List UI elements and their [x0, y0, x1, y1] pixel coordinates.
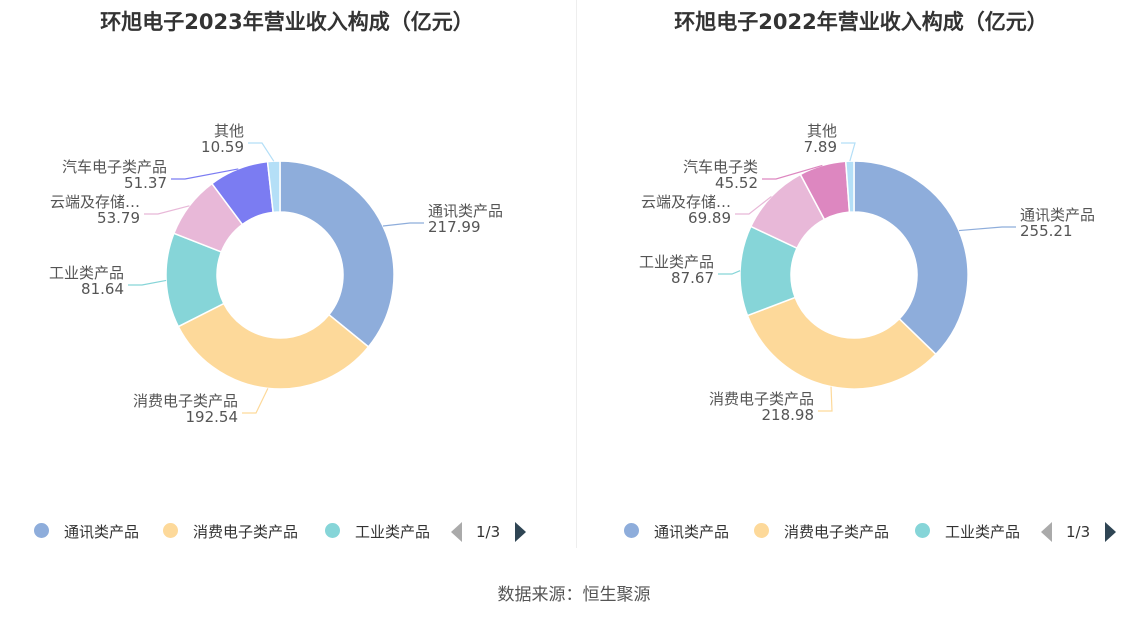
slice-name-label: 工业类产品: [639, 253, 714, 271]
chart-title: 环旭电子2022年营业收入构成（亿元）: [674, 10, 1048, 34]
slice-value-label: 255.21: [1020, 222, 1073, 240]
slice-name-label: 其他: [214, 122, 244, 140]
slice-value-label: 87.67: [671, 269, 714, 287]
slice-value-label: 192.54: [186, 408, 239, 426]
panel-divider: [576, 0, 577, 548]
slice-value-label: 217.99: [428, 218, 481, 236]
label-leader-line: [818, 386, 833, 412]
chart-panel-2023: 环旭电子2023年营业收入构成（亿元） 通讯类产品 217.99 消费电子类产品 19…: [0, 0, 574, 560]
label-leader-line: [144, 205, 190, 215]
legend-item[interactable]: 通讯类产品: [34, 520, 139, 544]
legend-item[interactable]: 工业类产品: [325, 520, 430, 544]
donut-slice[interactable]: [177, 302, 370, 390]
label-leader-line: [248, 142, 275, 162]
slice-name-label: 消费电子类产品: [709, 390, 814, 408]
label-leader-line: [762, 164, 823, 180]
label-leader-line: [242, 388, 269, 414]
legend-page-indicator: 1/3: [476, 523, 501, 541]
legend-label: 工业类产品: [355, 523, 431, 541]
slice-value-label: 218.98: [762, 406, 815, 424]
slice-value-label: 51.37: [124, 174, 167, 192]
chart-panel-2022: 环旭电子2022年营业收入构成（亿元） 通讯类产品 255.21 消费电子类产品 21…: [574, 0, 1148, 560]
slice-value-label: 53.79: [97, 209, 140, 227]
legend-prev-arrow-icon[interactable]: [451, 522, 462, 542]
slice-value-label: 45.52: [715, 174, 758, 192]
label-leader-line: [382, 222, 424, 227]
legend-item[interactable]: 消费电子类产品: [754, 520, 889, 544]
label-leader-line: [735, 195, 772, 215]
slice-value-label: 10.59: [201, 138, 244, 156]
donut-slice[interactable]: [844, 160, 855, 213]
donut-slice[interactable]: [746, 296, 937, 390]
legend-marker: [754, 523, 769, 538]
legend-marker: [624, 523, 639, 538]
slice-name-label: 汽车电子类产品: [62, 158, 167, 176]
label-leader-line: [718, 270, 741, 275]
chart-title: 环旭电子2023年营业收入构成（亿元）: [100, 10, 474, 34]
legend-label: 通讯类产品: [64, 523, 140, 541]
legend-label: 消费电子类产品: [193, 523, 299, 541]
label-leader-line: [171, 168, 239, 180]
slice-name-label: 通讯类产品: [428, 202, 503, 220]
legend-next-arrow-icon[interactable]: [1105, 522, 1116, 542]
donut-slice[interactable]: [853, 160, 969, 356]
legend-label: 工业类产品: [945, 523, 1021, 541]
slice-name-label: 消费电子类产品: [133, 392, 238, 410]
donut-slice[interactable]: [279, 160, 395, 348]
legend-item[interactable]: 工业类产品: [915, 520, 1020, 544]
legend-item[interactable]: 通讯类产品: [624, 520, 729, 544]
slice-name-label: 其他: [807, 122, 837, 140]
legend-item[interactable]: 消费电子类产品: [163, 520, 298, 544]
slice-name-label: 云端及存储…: [641, 193, 731, 211]
legend-next-arrow-icon[interactable]: [515, 522, 526, 542]
label-leader-line: [958, 226, 1016, 232]
chart-legend: 通讯类产品 消费电子类产品 工业类产品 1/3: [0, 520, 574, 544]
slice-name-label: 汽车电子类: [683, 158, 758, 176]
legend-marker: [34, 523, 49, 538]
legend-label: 通讯类产品: [654, 523, 730, 541]
legend-page-indicator: 1/3: [1066, 523, 1091, 541]
legend-marker: [163, 523, 178, 538]
chart-legend: 通讯类产品 消费电子类产品 工业类产品 1/3: [574, 520, 1148, 544]
legend-marker: [915, 523, 930, 538]
slice-name-label: 工业类产品: [49, 264, 124, 282]
legend-label: 消费电子类产品: [784, 523, 890, 541]
label-leader-line: [841, 142, 856, 162]
donut-slice[interactable]: [266, 160, 281, 214]
slice-name-label: 云端及存储…: [50, 193, 140, 211]
slice-value-label: 69.89: [688, 209, 731, 227]
slice-value-label: 81.64: [81, 280, 124, 298]
legend-prev-arrow-icon[interactable]: [1041, 522, 1052, 542]
label-leader-line: [128, 279, 167, 286]
data-source-note: 数据来源：恒生聚源: [497, 585, 651, 605]
legend-marker: [325, 523, 340, 538]
slice-name-label: 通讯类产品: [1020, 206, 1095, 224]
slice-value-label: 7.89: [804, 138, 837, 156]
